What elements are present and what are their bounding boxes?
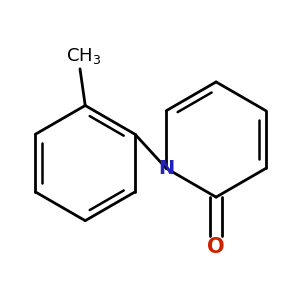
Text: N: N — [158, 159, 174, 178]
Text: CH$_3$: CH$_3$ — [66, 46, 101, 66]
Text: O: O — [207, 238, 225, 257]
